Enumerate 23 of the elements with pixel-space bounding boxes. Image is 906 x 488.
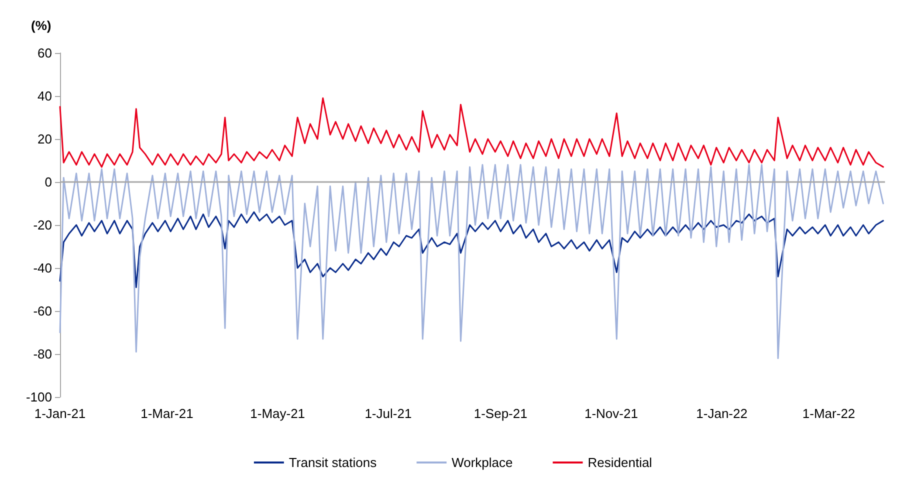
legend-label: Transit stations (288, 455, 378, 470)
x-tick-label: 1-Mar-21 (140, 406, 194, 421)
y-axis-title: (%) (31, 18, 52, 33)
x-tick-label: 1-Mar-22 (802, 406, 856, 421)
y-tick-label: -20 (33, 218, 52, 232)
x-tick-label: 1-Jul-21 (364, 406, 412, 421)
line-series (59, 97, 884, 168)
x-tick-label: 1-Jan-21 (34, 406, 86, 421)
y-tick-label: -100 (26, 390, 52, 404)
line-series (59, 211, 884, 288)
y-tick-label: 0 (44, 174, 52, 190)
x-tick-label: 1-Jan-22 (696, 406, 748, 421)
legend-label: Residential (588, 455, 652, 470)
x-tick-label: 1-Sep-21 (474, 406, 528, 421)
y-tick-label: -60 (33, 304, 52, 318)
legend-label: Workplace (452, 455, 513, 470)
y-tick-label: 60 (38, 46, 52, 60)
y-tick-label: -40 (33, 260, 52, 276)
x-tick-label: 1-May-21 (250, 406, 306, 421)
y-tick-label: 20 (38, 132, 52, 146)
y-tick-label: -80 (33, 346, 52, 362)
x-tick-label: 1-Nov-21 (584, 406, 638, 421)
y-tick-label: 40 (38, 88, 52, 104)
